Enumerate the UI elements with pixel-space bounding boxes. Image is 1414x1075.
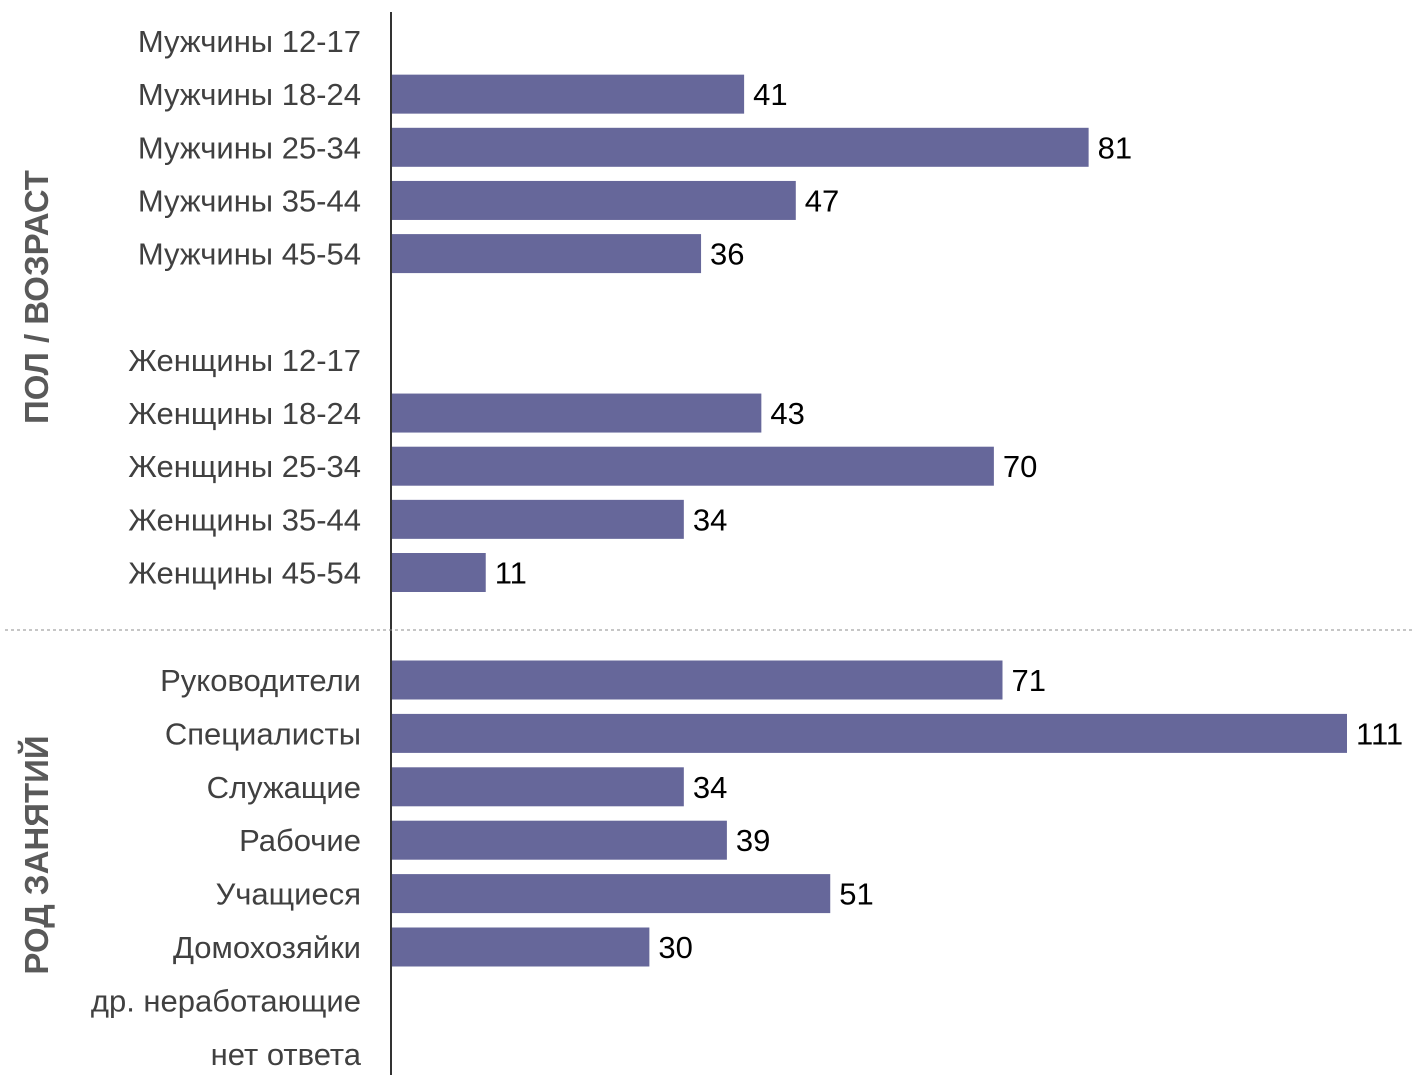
value-label: 81 xyxy=(1098,130,1132,165)
category-label: Женщины 25-34 xyxy=(128,449,361,484)
value-label: 70 xyxy=(1003,449,1037,484)
group-label-occupation: РОД ЗАНЯТИЙ xyxy=(17,735,55,974)
bar xyxy=(391,874,831,914)
bar xyxy=(391,553,486,592)
category-label: Мужчины 25-34 xyxy=(138,130,361,165)
bar xyxy=(391,499,684,539)
category-label: Домохозяйки xyxy=(173,930,361,965)
category-label: Специалисты xyxy=(165,716,361,751)
value-label: 39 xyxy=(736,823,770,858)
category-label: др. неработающие xyxy=(91,983,361,1018)
bar xyxy=(391,446,994,486)
category-label: нет ответа xyxy=(211,1037,362,1072)
value-label: 34 xyxy=(693,770,727,805)
group-label-sex-age: ПОЛ / ВОЗРАСТ xyxy=(18,170,55,424)
value-label: 30 xyxy=(658,930,692,965)
category-label: Мужчины 45-54 xyxy=(138,237,361,272)
bar xyxy=(391,74,745,114)
value-label: 111 xyxy=(1356,716,1403,751)
value-label: 43 xyxy=(770,396,804,431)
category-label: Мужчины 18-24 xyxy=(138,77,361,112)
category-label: Женщины 45-54 xyxy=(128,556,361,591)
bar xyxy=(391,660,1003,700)
bar xyxy=(391,234,702,274)
category-label: Мужчины 12-17 xyxy=(138,24,361,59)
bar xyxy=(391,393,762,433)
value-label: 41 xyxy=(753,77,787,112)
category-label: Рабочие xyxy=(239,823,361,858)
value-label: 71 xyxy=(1011,663,1045,698)
category-label: Женщины 18-24 xyxy=(128,396,361,431)
category-label: Учащиеся xyxy=(216,877,361,912)
bar xyxy=(391,127,1089,167)
category-labels: Мужчины 12-17 Мужчины 18-24 Мужчины 25-34 М… xyxy=(91,24,362,1072)
category-label: Служащие xyxy=(207,770,361,805)
value-label: 51 xyxy=(839,877,873,912)
value-labels: 41 81 47 36 43 70 34 11 71 111 34 39 51 30 xyxy=(495,77,1403,965)
value-label: 36 xyxy=(710,237,744,272)
bar xyxy=(391,767,684,807)
bar xyxy=(391,820,727,860)
category-label: Женщины 35-44 xyxy=(128,502,361,537)
value-label: 11 xyxy=(495,556,527,591)
value-label: 47 xyxy=(805,183,839,218)
category-label: Руководители xyxy=(160,663,361,698)
bars xyxy=(391,74,1347,967)
bar xyxy=(391,713,1347,753)
value-label: 34 xyxy=(693,502,727,537)
bar xyxy=(391,927,650,967)
bar xyxy=(391,180,796,220)
category-label: Женщины 12-17 xyxy=(128,343,361,378)
category-label: Мужчины 35-44 xyxy=(138,183,361,218)
